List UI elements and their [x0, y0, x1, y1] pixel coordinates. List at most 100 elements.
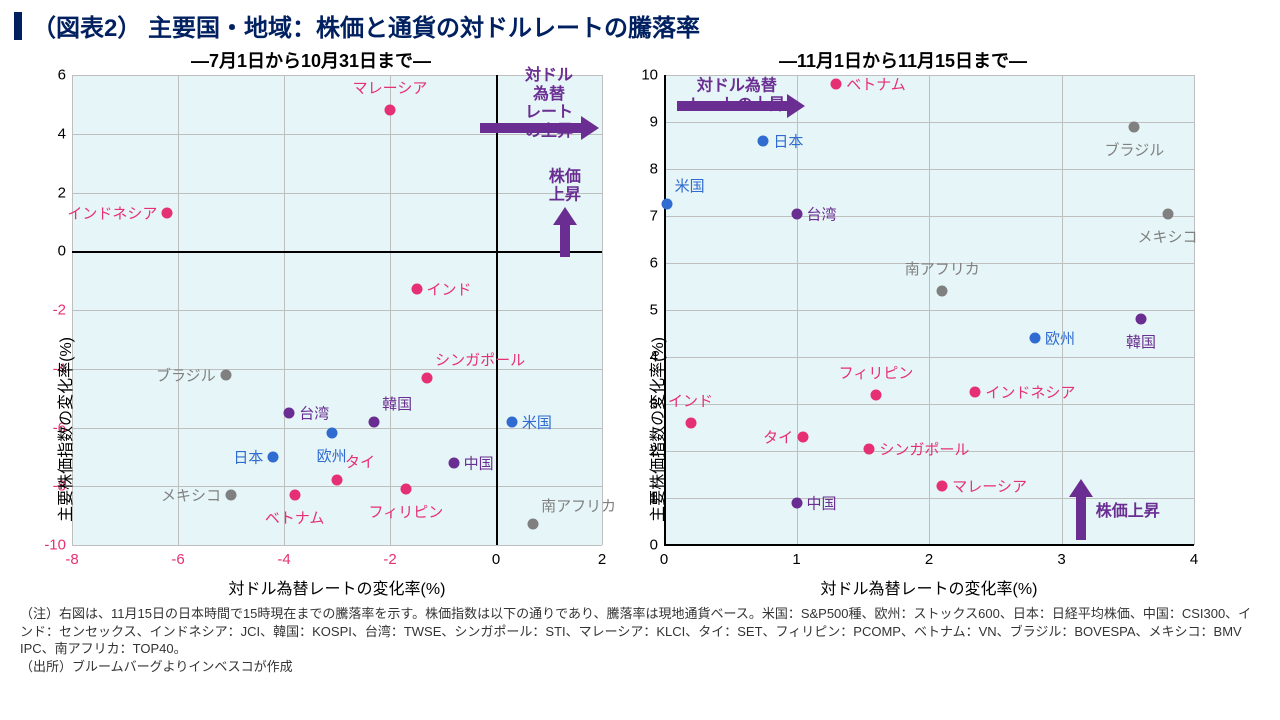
data-point-label: メキシコ: [1137, 226, 1197, 247]
data-point: [422, 372, 433, 383]
y-tick-label: 10: [641, 67, 658, 84]
y-tick-label: 9: [650, 114, 658, 131]
y-tick-label: 5: [650, 302, 658, 319]
gridline-vertical: [178, 75, 179, 545]
x-tick-label: 2: [598, 551, 606, 568]
left-chart-panel: ―7月1日から10月31日まで― -10-8-6-4-20246-8-6-4-2…: [20, 47, 602, 599]
y-tick-label: 6: [58, 67, 66, 84]
y-tick-label: 8: [650, 161, 658, 178]
gridline-vertical: [284, 75, 285, 545]
data-point-label: 米国: [675, 175, 705, 196]
data-point-label: インドネシア: [985, 382, 1075, 403]
zero-axis-vertical: [496, 75, 498, 545]
y-tick-label: 4: [58, 125, 66, 142]
data-point-label: インドネシア: [67, 203, 157, 224]
data-point-label: 台湾: [299, 402, 329, 423]
x-tick-label: 0: [492, 551, 500, 568]
x-tick-label: -4: [277, 551, 290, 568]
arrow-up: [560, 207, 570, 257]
data-point-label: インド: [668, 390, 713, 411]
data-point: [970, 387, 981, 398]
gridline-vertical: [1062, 75, 1063, 545]
data-point: [661, 199, 672, 210]
data-point: [226, 490, 237, 501]
right-y-axis-label: 主要株価指数の変化率(%): [644, 337, 668, 522]
right-subtitle: ―11月1日から11月15日まで―: [612, 47, 1194, 73]
y-tick-label: 0: [650, 537, 658, 554]
data-point: [289, 490, 300, 501]
gridline-vertical: [929, 75, 930, 545]
y-tick-label: 0: [58, 243, 66, 260]
data-point-label: 南アフリカ: [541, 495, 616, 516]
gridline-vertical: [390, 75, 391, 545]
data-point-label: 南アフリカ: [905, 258, 980, 279]
data-point-label: インド: [427, 279, 472, 300]
data-point: [220, 369, 231, 380]
data-point-label: フィリピン: [839, 362, 914, 383]
data-point: [937, 481, 948, 492]
data-point: [1162, 208, 1173, 219]
chart-annotation: 株価上昇: [546, 168, 583, 205]
x-tick-label: 2: [925, 551, 933, 568]
right-x-axis-label: 対ドル為替レートの変化率(%): [664, 575, 1194, 599]
y-tick-label: 6: [650, 255, 658, 272]
x-tick-label: -2: [383, 551, 396, 568]
data-point: [1136, 314, 1147, 325]
data-point: [831, 79, 842, 90]
data-point-label: シンガポール: [435, 349, 525, 370]
data-point-label: タイ: [345, 451, 375, 472]
data-point: [798, 431, 809, 442]
gridline-horizontal: [72, 486, 602, 487]
data-point-label: ベトナム: [846, 74, 906, 95]
data-point-label: 日本: [773, 130, 803, 151]
left-y-axis-label: 主要株価指数の変化率(%): [52, 337, 76, 522]
data-point: [685, 417, 696, 428]
data-point-label: 台湾: [807, 203, 837, 224]
zero-axis-horizontal: [72, 251, 602, 253]
data-point: [369, 416, 380, 427]
y-tick-label: -10: [44, 537, 66, 554]
data-point-label: 韓国: [382, 393, 412, 414]
data-point-label: メキシコ: [161, 485, 221, 506]
x-tick-label: 3: [1057, 551, 1065, 568]
data-point: [411, 284, 422, 295]
right-plot-area: 01234567891001234対ドル為替レートの上昇株価上昇ベトナム日本米国…: [664, 75, 1194, 545]
data-point: [791, 497, 802, 508]
y-tick-label: -2: [53, 302, 66, 319]
data-point: [758, 135, 769, 146]
x-tick-label: -6: [171, 551, 184, 568]
data-point: [268, 451, 279, 462]
data-point: [528, 519, 539, 530]
arrow-up: [1076, 479, 1086, 540]
footnote-line-1: （注）右図は、11月15日の日本時間で15時現在までの騰落率を示す。株価指数は以…: [20, 605, 1260, 658]
gridline-horizontal: [72, 193, 602, 194]
gridline-horizontal: [72, 310, 602, 311]
x-tick-label: 1: [792, 551, 800, 568]
data-point-label: ブラジル: [1105, 139, 1165, 160]
x-tick-label: -8: [65, 551, 78, 568]
left-plot-area: -10-8-6-4-20246-8-6-4-202対ドル為替レートの上昇株価上昇…: [72, 75, 602, 545]
title-text: （図表2） 主要国・地域：株価と通貨の対ドルレートの騰落率: [32, 8, 700, 43]
left-x-axis-label: 対ドル為替レートの変化率(%): [72, 575, 602, 599]
data-point: [400, 484, 411, 495]
chart-annotation: 対ドル為替レートの上昇: [689, 78, 785, 115]
data-point: [1129, 121, 1140, 132]
data-point-label: タイ: [763, 426, 793, 447]
axis-bottom: [664, 544, 1194, 546]
data-point: [162, 208, 173, 219]
data-point-label: 欧州: [317, 445, 347, 466]
footnotes: （注）右図は、11月15日の日本時間で15時現在までの騰落率を示す。株価指数は以…: [0, 599, 1280, 675]
data-point-label: ベトナム: [265, 507, 325, 528]
data-point: [791, 208, 802, 219]
data-point-label: 日本: [233, 446, 263, 467]
data-point: [284, 407, 295, 418]
left-subtitle: ―7月1日から10月31日まで―: [20, 47, 602, 73]
gridline-vertical: [1194, 75, 1195, 545]
data-point: [871, 389, 882, 400]
x-tick-label: 4: [1190, 551, 1198, 568]
right-chart-panel: ―11月1日から11月15日まで― 01234567891001234対ドル為替…: [612, 47, 1194, 599]
data-point: [506, 416, 517, 427]
data-point-label: ブラジル: [156, 364, 216, 385]
data-point-label: 中国: [807, 492, 837, 513]
data-point-label: フィリピン: [369, 501, 444, 522]
